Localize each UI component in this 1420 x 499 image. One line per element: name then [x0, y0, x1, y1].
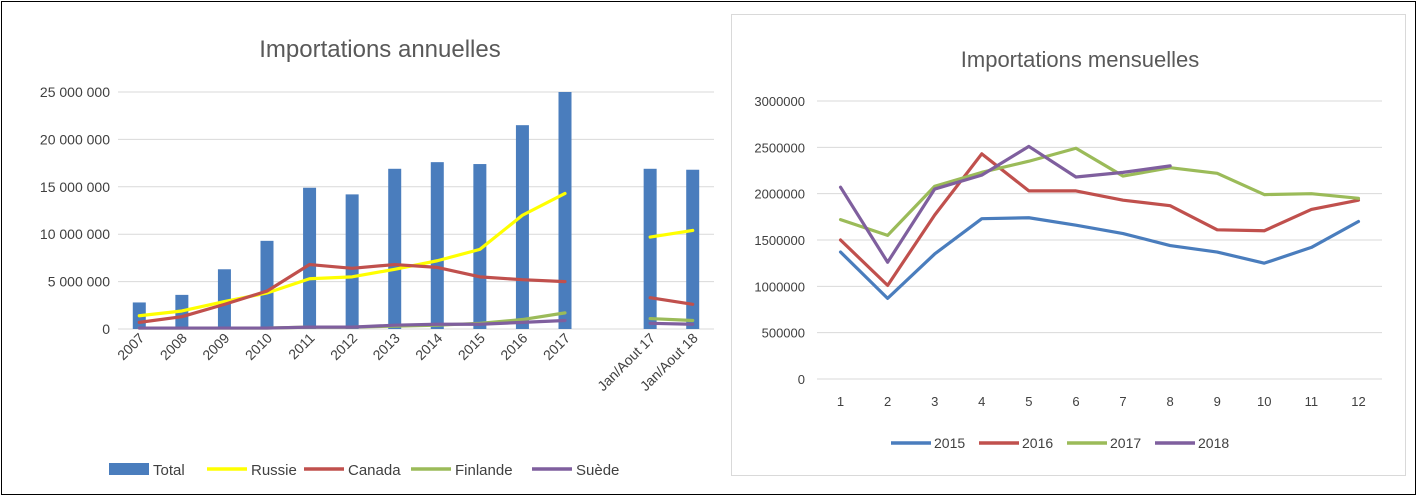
x-tick-label: 2017 — [540, 330, 573, 363]
bar-total — [217, 269, 231, 329]
monthly-chart-title: Importations mensuelles — [961, 47, 1199, 72]
y-tick-label: 500000 — [762, 326, 805, 341]
line-russie — [648, 228, 695, 239]
x-tick-label: 11 — [1305, 394, 1319, 409]
x-tick-label: 4 — [978, 394, 985, 409]
x-tick-label: 5 — [1025, 394, 1032, 409]
x-tick-label: 2016 — [497, 330, 530, 363]
x-tick-label: 2009 — [199, 330, 232, 363]
legend-label-2018: 2018 — [1198, 435, 1229, 451]
line-russie — [137, 191, 567, 318]
x-tick-label: 2008 — [157, 330, 190, 363]
annual-chart-panel: Importations annuelles 0 5 000 000 10 000 … — [2, 2, 724, 494]
line-2016 — [838, 152, 1361, 288]
annual-chart-title: Importations annuelles — [259, 36, 500, 63]
line-su-de — [648, 321, 695, 326]
y-tick-label: 0 — [102, 321, 110, 337]
line-canada — [137, 262, 567, 324]
y-tick-label: 20 000 000 — [40, 131, 110, 147]
x-tick-label: 12 — [1351, 394, 1365, 409]
line-2015 — [838, 216, 1361, 300]
legend-label-finlande: Finlande — [455, 462, 513, 479]
line-2018 — [838, 144, 1172, 264]
y-tick-label: 2500000 — [754, 140, 805, 155]
y-tick-label: 3000000 — [754, 94, 805, 109]
bar-total — [686, 169, 700, 329]
legend-label-canada: Canada — [348, 462, 401, 479]
y-tick-label: 2000000 — [754, 187, 805, 202]
line-finlande — [648, 316, 695, 323]
x-tick-label: 2012 — [327, 330, 360, 363]
legend-label-russie: Russie — [251, 462, 297, 479]
legend-label-total: Total — [153, 462, 185, 479]
bar-total — [643, 168, 657, 329]
x-tick-label: 2011 — [285, 330, 318, 363]
x-tick-label: 2015 — [455, 330, 488, 363]
bar-total — [473, 164, 487, 329]
x-tick-label: 7 — [1119, 394, 1126, 409]
y-tick-label: 15 000 000 — [40, 179, 110, 195]
bar-total — [515, 125, 529, 330]
monthly-chart-panel: Importations mensuelles 0 500000 1000000 15… — [731, 14, 1406, 476]
monthly-chart: Importations mensuelles 0500000100000015… — [754, 47, 1382, 451]
bar-total — [558, 92, 572, 329]
x-tick-label: 2010 — [242, 330, 275, 363]
y-tick-label: 5 000 000 — [48, 274, 110, 290]
y-tick-label: 10 000 000 — [40, 226, 110, 242]
x-tick-label: 3 — [931, 394, 938, 409]
y-tick-label: 1500000 — [754, 233, 805, 248]
legend-label-su-de: Suède — [576, 462, 619, 479]
x-tick-label: 2014 — [412, 330, 445, 363]
bar-total — [430, 162, 444, 329]
x-tick-label: 8 — [1167, 394, 1174, 409]
legend-label-2017: 2017 — [1110, 435, 1141, 451]
x-tick-label: 10 — [1257, 394, 1271, 409]
x-tick-label: 9 — [1214, 394, 1221, 409]
legend-swatch-total — [109, 463, 149, 475]
x-tick-label: 2013 — [369, 330, 402, 363]
line-canada — [648, 296, 695, 306]
x-tick-label: 6 — [1072, 394, 1079, 409]
y-tick-label: 0 — [798, 372, 805, 387]
bar-total — [303, 187, 317, 329]
y-tick-label: 25 000 000 — [40, 84, 110, 100]
bar-total — [260, 240, 274, 329]
line-su-de — [137, 318, 567, 330]
x-tick-label: 1 — [837, 394, 844, 409]
x-tick-label: 2007 — [114, 330, 147, 363]
legend-label-2015: 2015 — [934, 435, 965, 451]
line-2017 — [838, 146, 1361, 237]
legend-label-2016: 2016 — [1022, 435, 1053, 451]
bar-total — [345, 194, 359, 329]
y-tick-label: 1000000 — [754, 279, 805, 294]
x-tick-label: 2 — [884, 394, 891, 409]
bar-total — [388, 168, 402, 329]
annual-chart: Importations annuelles 0 5 000 000 10 000 … — [40, 36, 714, 479]
